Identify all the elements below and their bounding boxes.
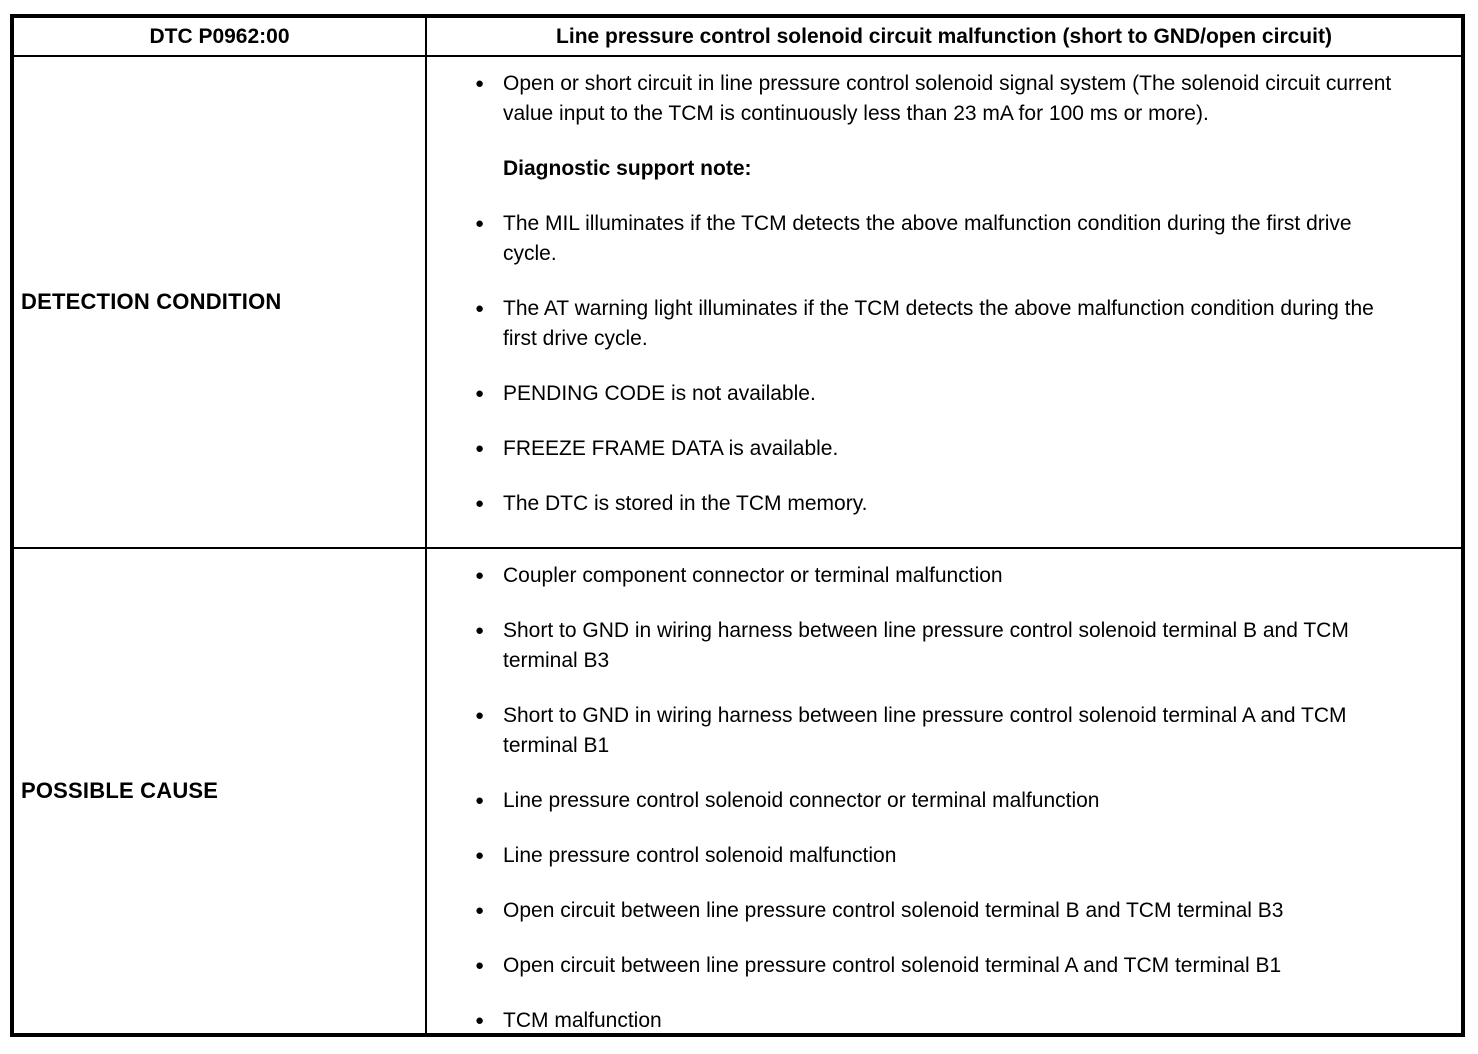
list-item: FREEZE FRAME DATA is available. bbox=[475, 434, 1409, 464]
list-item: Short to GND in wiring harness between l… bbox=[475, 701, 1409, 761]
dtc-title-header: Line pressure control solenoid circuit m… bbox=[427, 18, 1461, 57]
list-item-text: The MIL illuminates if the TCM detects t… bbox=[503, 212, 1352, 265]
bullet-icon bbox=[475, 701, 503, 731]
bullet-icon bbox=[475, 786, 503, 816]
bullet-icon bbox=[475, 379, 503, 409]
list-item-text: Coupler component connector or terminal … bbox=[503, 564, 1003, 587]
bullet-icon bbox=[475, 896, 503, 926]
list-item-text: PENDING CODE is not available. bbox=[503, 382, 816, 405]
list-item: PENDING CODE is not available. bbox=[475, 379, 1409, 409]
bullet-icon bbox=[475, 951, 503, 981]
list-item: Open or short circuit in line pressure c… bbox=[475, 69, 1409, 129]
bullet-icon bbox=[475, 489, 503, 519]
detection-condition-content: Open or short circuit in line pressure c… bbox=[427, 57, 1461, 549]
bullet-icon bbox=[475, 616, 503, 646]
list-item-text: FREEZE FRAME DATA is available. bbox=[503, 437, 839, 460]
diagnostic-support-note-heading: Diagnostic support note: bbox=[503, 157, 752, 180]
list-item: Line pressure control solenoid connector… bbox=[475, 786, 1409, 816]
list-item: The MIL illuminates if the TCM detects t… bbox=[475, 209, 1409, 269]
list-item-text: The DTC is stored in the TCM memory. bbox=[503, 492, 868, 515]
list-item: Short to GND in wiring harness between l… bbox=[475, 616, 1409, 676]
list-item-text: TCM malfunction bbox=[503, 1009, 662, 1032]
bullet-icon bbox=[475, 1006, 503, 1033]
list-item-text: Short to GND in wiring harness between l… bbox=[503, 704, 1347, 757]
bullet-icon bbox=[475, 561, 503, 591]
list-item-text: The AT warning light illuminates if the … bbox=[503, 297, 1374, 350]
list-item-text: Open or short circuit in line pressure c… bbox=[503, 72, 1392, 125]
list-item: The DTC is stored in the TCM memory. bbox=[475, 489, 1409, 519]
list-item: Open circuit between line pressure contr… bbox=[475, 951, 1409, 981]
dtc-code-header: DTC P0962:00 bbox=[14, 18, 427, 57]
bullet-icon bbox=[475, 209, 503, 239]
row-label-detection-condition: DETECTION CONDITION bbox=[14, 57, 427, 549]
list-item: Open circuit between line pressure contr… bbox=[475, 896, 1409, 926]
list-item-text: Short to GND in wiring harness between l… bbox=[503, 619, 1349, 672]
bullet-icon bbox=[475, 294, 503, 324]
row-label-possible-cause: POSSIBLE CAUSE bbox=[14, 549, 427, 1033]
list-item-text: Open circuit between line pressure contr… bbox=[503, 899, 1284, 922]
bullet-icon bbox=[475, 69, 503, 99]
list-item-text: Line pressure control solenoid malfuncti… bbox=[503, 844, 897, 867]
bullet-icon bbox=[475, 434, 503, 464]
list-item: Coupler component connector or terminal … bbox=[475, 561, 1409, 591]
bullet-icon bbox=[475, 841, 503, 871]
list-item: Line pressure control solenoid malfuncti… bbox=[475, 841, 1409, 871]
list-item: The AT warning light illuminates if the … bbox=[475, 294, 1409, 354]
list-item: TCM malfunction bbox=[475, 1006, 1409, 1033]
dtc-table: DTC P0962:00 Line pressure control solen… bbox=[10, 14, 1465, 1037]
list-item-text: Open circuit between line pressure contr… bbox=[503, 954, 1282, 977]
possible-cause-content: Coupler component connector or terminal … bbox=[427, 549, 1461, 1033]
list-item-text: Line pressure control solenoid connector… bbox=[503, 789, 1100, 812]
